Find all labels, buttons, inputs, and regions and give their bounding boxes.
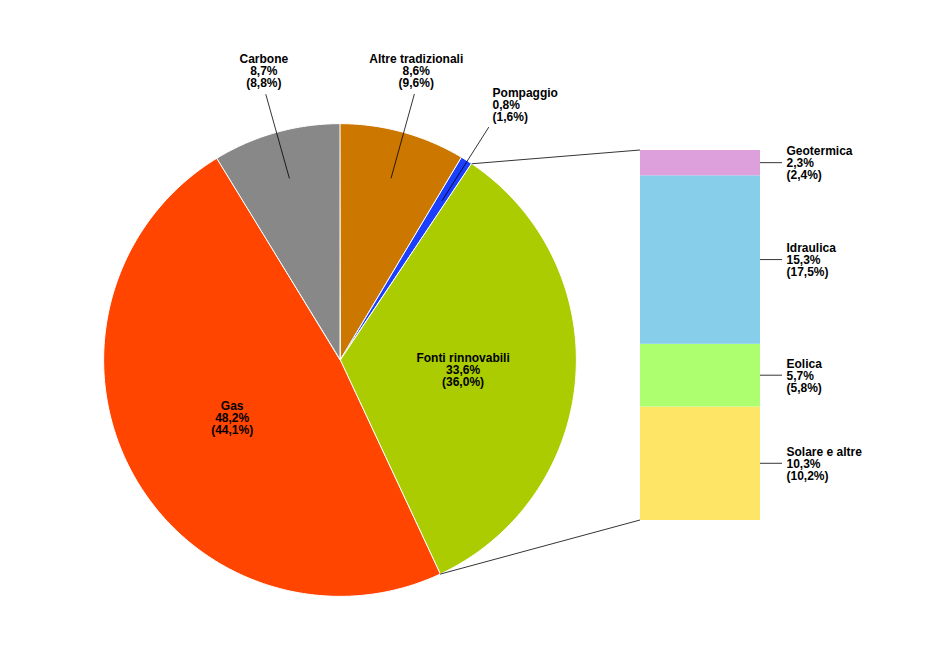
svg-text:Carbone8,7%(8,8%): Carbone8,7%(8,8%) [240,52,289,90]
svg-text:Idraulica15,3%(17,5%): Idraulica15,3%(17,5%) [787,241,837,279]
svg-text:Fonti rinnovabili33,6%(36,0%): Fonti rinnovabili33,6%(36,0%) [416,351,509,389]
svg-text:Pompaggio0,8%(1,6%): Pompaggio0,8%(1,6%) [493,86,558,124]
svg-text:Altre tradizionali8,6%(9,6%): Altre tradizionali8,6%(9,6%) [369,52,463,90]
svg-text:Geotermica2,3%(2,4%): Geotermica2,3%(2,4%) [787,144,853,182]
svg-text:Solare e altre10,3%(10,2%): Solare e altre10,3%(10,2%) [787,445,863,483]
svg-text:Eolica5,7%(5,8%): Eolica5,7%(5,8%) [787,357,823,395]
svg-text:Gas48,2%(44,1%): Gas48,2%(44,1%) [211,399,253,437]
